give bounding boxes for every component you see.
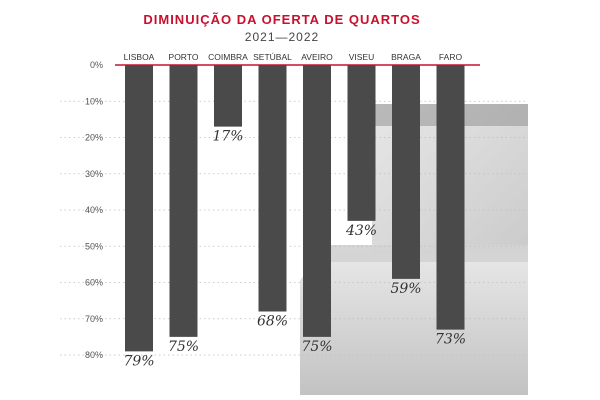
data-label: 43%	[345, 223, 377, 239]
bars	[125, 65, 465, 352]
category-label: BRAGA	[391, 52, 421, 62]
category-label: PORTO	[169, 52, 199, 62]
category-label: FARO	[439, 52, 463, 62]
bar	[214, 65, 242, 127]
bar	[392, 65, 420, 279]
data-label: 79%	[123, 353, 154, 369]
bar	[125, 65, 153, 352]
category-label: LISBOA	[124, 52, 155, 62]
y-tick-label: 50%	[85, 241, 103, 251]
bar	[436, 65, 465, 330]
category-label: SETÚBAL	[253, 52, 292, 62]
bar	[258, 65, 287, 312]
data-label: 75%	[301, 339, 332, 355]
bar	[347, 65, 376, 221]
data-label: 68%	[257, 314, 288, 330]
data-label: 17%	[212, 129, 243, 145]
bar	[303, 65, 331, 337]
y-tick-label: 10%	[85, 96, 103, 106]
y-tick-label: 80%	[85, 350, 103, 360]
chart-title: DIMINUIÇÃO DA OFERTA DE QUARTOS	[143, 12, 420, 27]
y-tick-label: 20%	[85, 133, 103, 143]
data-label: 75%	[168, 339, 199, 355]
category-label: COIMBRA	[208, 52, 248, 62]
data-label: 59%	[390, 281, 421, 297]
y-tick-label: 60%	[85, 278, 103, 288]
chart-subtitle: 2021—2022	[245, 30, 319, 44]
y-axis-ticks: 0% 10% 20% 30% 40% 50% 60% 70% 80%	[85, 60, 103, 360]
category-labels: LISBOA PORTO COIMBRA SETÚBAL AVEIRO VISEU BRAG…	[124, 52, 463, 62]
category-label: AVEIRO	[301, 52, 333, 62]
y-tick-label: 30%	[85, 169, 103, 179]
y-tick-label: 70%	[85, 314, 103, 324]
category-label: VISEU	[349, 52, 375, 62]
bar	[169, 65, 198, 337]
data-label: 73%	[435, 332, 466, 348]
y-tick-label: 0%	[90, 60, 103, 70]
y-tick-label: 40%	[85, 205, 103, 215]
data-labels: 79% 75% 17% 68% 75% 43% 59% 73%	[123, 129, 466, 370]
